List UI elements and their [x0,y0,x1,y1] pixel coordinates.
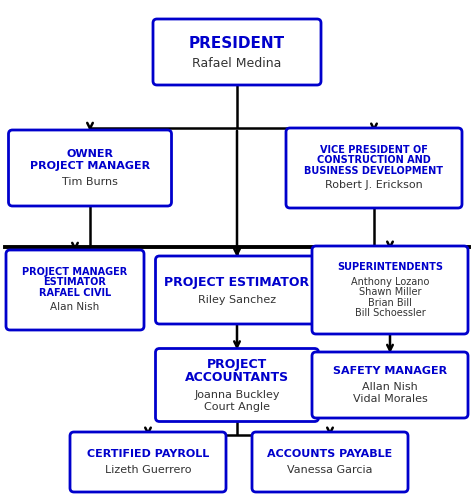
FancyBboxPatch shape [286,128,462,208]
Text: Court Angle: Court Angle [204,402,270,412]
Text: Allan Nish: Allan Nish [362,382,418,392]
Text: PROJECT MANAGER: PROJECT MANAGER [22,267,128,277]
Text: PROJECT: PROJECT [207,358,267,371]
Text: Vidal Morales: Vidal Morales [353,394,428,404]
Text: Lizeth Guerrero: Lizeth Guerrero [105,465,191,475]
FancyBboxPatch shape [70,432,226,492]
Text: Tim Burns: Tim Burns [62,177,118,187]
Text: ACCOUNTANTS: ACCOUNTANTS [185,371,289,384]
Text: Vanessa Garcia: Vanessa Garcia [287,465,373,475]
Text: Brian Bill: Brian Bill [368,297,412,307]
Text: SAFETY MANAGER: SAFETY MANAGER [333,366,447,376]
FancyBboxPatch shape [252,432,408,492]
Text: ACCOUNTS PAYABLE: ACCOUNTS PAYABLE [267,449,392,459]
FancyBboxPatch shape [155,349,319,421]
Text: Shawn Miller: Shawn Miller [359,287,421,297]
Text: Anthony Lozano: Anthony Lozano [351,276,429,286]
Text: BUSINESS DEVELOPMENT: BUSINESS DEVELOPMENT [304,165,444,175]
Text: OWNER: OWNER [66,149,113,159]
FancyBboxPatch shape [6,250,144,330]
FancyBboxPatch shape [9,130,172,206]
Text: ESTIMATOR: ESTIMATOR [44,277,107,287]
Text: Bill Schoessler: Bill Schoessler [355,308,425,318]
Text: PROJECT MANAGER: PROJECT MANAGER [30,161,150,171]
Text: VICE PRESIDENT OF: VICE PRESIDENT OF [320,144,428,154]
Text: Robert J. Erickson: Robert J. Erickson [325,180,423,190]
FancyBboxPatch shape [155,256,319,324]
Text: RAFAEL CIVIL: RAFAEL CIVIL [39,288,111,298]
Text: Alan Nish: Alan Nish [50,302,100,312]
Text: CERTIFIED PAYROLL: CERTIFIED PAYROLL [87,449,209,459]
FancyBboxPatch shape [312,352,468,418]
FancyBboxPatch shape [312,246,468,334]
Text: CONSTRUCTION AND: CONSTRUCTION AND [317,155,431,165]
Text: Riley Sanchez: Riley Sanchez [198,294,276,304]
FancyBboxPatch shape [153,19,321,85]
Text: SUPERINTENDENTS: SUPERINTENDENTS [337,262,443,272]
Text: Rafael Medina: Rafael Medina [192,57,282,70]
Text: PROJECT ESTIMATOR: PROJECT ESTIMATOR [164,275,310,288]
Text: Joanna Buckley: Joanna Buckley [194,390,280,400]
Text: PRESIDENT: PRESIDENT [189,36,285,51]
